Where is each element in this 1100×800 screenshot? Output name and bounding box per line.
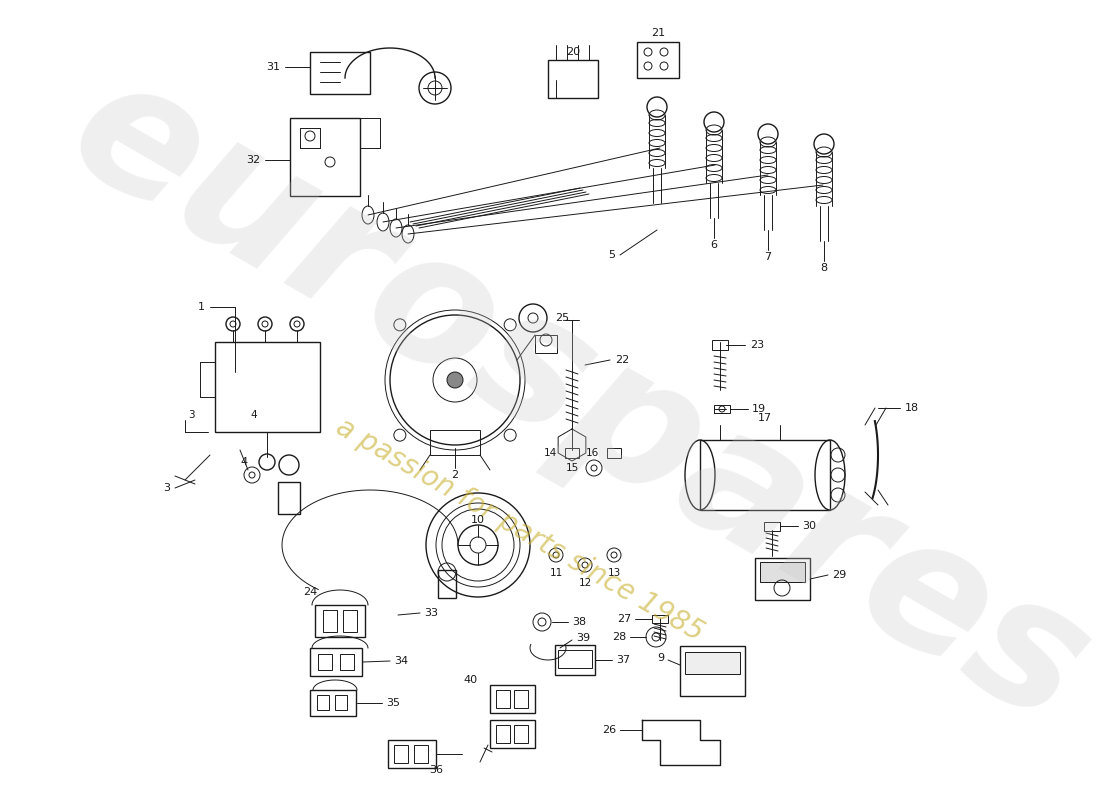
Bar: [556, 645, 595, 675]
Text: 14: 14: [543, 448, 557, 458]
Text: 11: 11: [549, 568, 562, 578]
Text: 22: 22: [615, 355, 629, 365]
Bar: [336, 695, 346, 710]
Bar: [310, 52, 370, 94]
Bar: [414, 745, 428, 763]
Text: 5: 5: [608, 250, 615, 260]
Text: eurospares: eurospares: [42, 38, 1100, 762]
Text: 20: 20: [565, 47, 580, 57]
Text: 35: 35: [386, 698, 400, 708]
Bar: [685, 652, 740, 674]
Bar: [490, 685, 535, 713]
Text: 6: 6: [711, 240, 717, 250]
Text: 21: 21: [651, 28, 666, 38]
Circle shape: [447, 372, 463, 388]
Text: 9: 9: [657, 653, 664, 663]
Bar: [490, 720, 535, 748]
Text: 4: 4: [250, 410, 256, 420]
Bar: [438, 570, 456, 598]
Text: 17: 17: [758, 413, 772, 423]
Text: 2: 2: [451, 470, 459, 480]
Text: 8: 8: [821, 263, 827, 273]
Bar: [514, 690, 528, 708]
Text: 16: 16: [585, 448, 600, 458]
Text: 39: 39: [576, 633, 590, 643]
Bar: [496, 690, 510, 708]
Text: 3: 3: [188, 410, 195, 420]
Text: 24: 24: [302, 587, 317, 597]
Text: 37: 37: [616, 655, 630, 665]
Bar: [388, 740, 436, 768]
Text: 3: 3: [163, 483, 170, 493]
Bar: [652, 615, 668, 623]
Bar: [323, 610, 337, 632]
Bar: [318, 654, 332, 670]
Bar: [637, 42, 679, 78]
Text: 32: 32: [246, 155, 260, 165]
Text: 7: 7: [764, 252, 771, 262]
Text: 25: 25: [556, 313, 569, 323]
Bar: [394, 745, 408, 763]
Bar: [430, 430, 480, 455]
Bar: [764, 522, 780, 531]
Bar: [496, 725, 510, 743]
Bar: [310, 690, 356, 716]
Bar: [680, 646, 745, 696]
Text: 36: 36: [429, 765, 443, 775]
Text: 10: 10: [471, 515, 485, 525]
Bar: [700, 440, 830, 510]
Bar: [548, 60, 598, 98]
Bar: [317, 695, 329, 710]
Bar: [714, 405, 730, 413]
Text: 18: 18: [905, 403, 920, 413]
Bar: [565, 448, 579, 458]
Bar: [760, 562, 805, 582]
Bar: [558, 650, 592, 668]
Text: 23: 23: [750, 340, 764, 350]
Bar: [755, 558, 810, 600]
Bar: [340, 654, 354, 670]
Bar: [315, 605, 365, 637]
Text: 28: 28: [612, 632, 626, 642]
Bar: [214, 342, 320, 432]
Text: 29: 29: [832, 570, 846, 580]
Text: 40: 40: [464, 675, 478, 685]
Bar: [310, 648, 362, 676]
Text: a passion for parts since 1985: a passion for parts since 1985: [331, 413, 708, 647]
Bar: [343, 610, 358, 632]
Text: 12: 12: [579, 578, 592, 588]
Text: 1: 1: [198, 302, 205, 312]
Text: 31: 31: [266, 62, 280, 72]
Bar: [607, 448, 621, 458]
Text: 38: 38: [572, 617, 586, 627]
Text: 19: 19: [752, 404, 766, 414]
Text: 4: 4: [241, 457, 248, 467]
Text: 30: 30: [802, 521, 816, 531]
Bar: [535, 335, 557, 353]
Bar: [290, 118, 360, 196]
Text: 13: 13: [607, 568, 620, 578]
Bar: [514, 725, 528, 743]
Text: 27: 27: [617, 614, 631, 624]
Text: 26: 26: [602, 725, 616, 735]
Text: 34: 34: [394, 656, 408, 666]
Bar: [712, 340, 728, 350]
Text: 33: 33: [424, 608, 438, 618]
Text: 15: 15: [565, 463, 579, 473]
Bar: [278, 482, 300, 514]
